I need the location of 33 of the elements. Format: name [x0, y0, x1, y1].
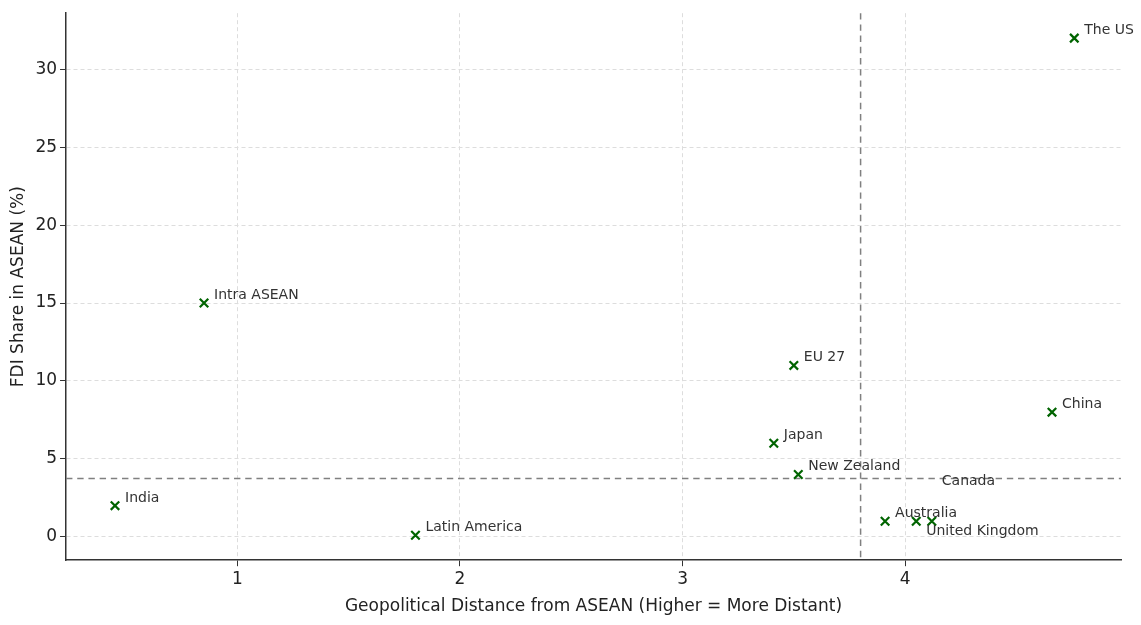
y-tick-label: 10: [35, 369, 58, 390]
y-tick-label: 0: [46, 525, 58, 546]
point: [768, 437, 780, 449]
point: [410, 529, 421, 541]
annotation: EU 27: [803, 348, 846, 365]
annotation: India: [125, 488, 160, 505]
point: [792, 469, 804, 480]
point: [198, 297, 210, 309]
x-axis-title: Geopolitical Distance from ASEAN (Higher = More Distant): [344, 595, 843, 616]
annotation: New Zealand: [808, 457, 901, 474]
y-tick-label: 15: [35, 291, 58, 312]
annotation: Japan: [782, 426, 823, 443]
x-tick-label: 4: [899, 567, 911, 588]
x-tick-label: 3: [677, 567, 688, 588]
annotation: Australia: [895, 504, 958, 521]
x-tick-label: 2: [454, 567, 466, 588]
y-tick-label: 5: [46, 447, 58, 468]
point: [1068, 32, 1080, 44]
annotation: United Kingdom: [926, 522, 1039, 539]
point: [1046, 406, 1058, 418]
annotation: China: [1062, 395, 1102, 412]
y-axis-title: FDI Share in ASEAN (%): [6, 186, 27, 388]
x-tick-label: 1: [231, 567, 243, 588]
y-tick-label: 20: [35, 213, 58, 234]
point: [879, 515, 891, 527]
y-tick-label: 25: [35, 135, 58, 156]
annotation: The US: [1083, 21, 1134, 38]
point: [109, 500, 121, 511]
annotation: Intra ASEAN: [214, 286, 299, 303]
annotation: Latin America: [425, 518, 523, 535]
point: [788, 360, 800, 371]
y-tick-label: 30: [35, 57, 58, 78]
annotation: Canada: [941, 472, 996, 489]
